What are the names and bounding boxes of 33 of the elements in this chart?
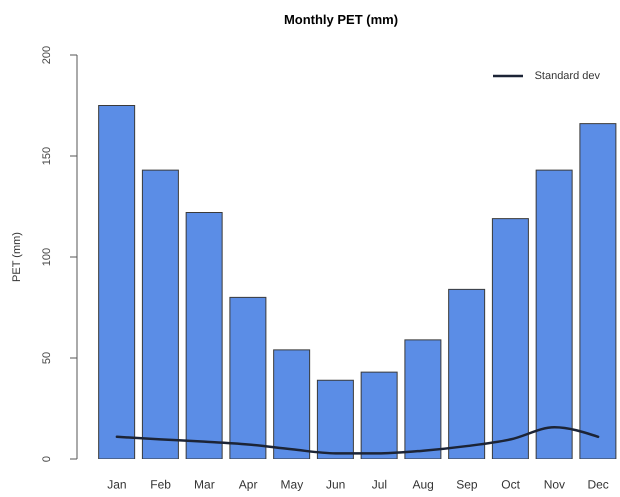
y-tick-label: 50 xyxy=(41,352,53,364)
x-tick-label: Jul xyxy=(372,478,388,492)
bar xyxy=(360,372,398,459)
y-tick-label: 200 xyxy=(41,46,53,64)
x-tick-label: Feb xyxy=(150,478,172,492)
x-tick-label: Aug xyxy=(412,478,434,492)
legend-label: Standard dev xyxy=(534,70,600,82)
bar xyxy=(98,105,136,459)
x-tick-label: Sep xyxy=(456,478,478,492)
x-tick-label: Mar xyxy=(194,478,215,492)
line-series xyxy=(116,426,600,455)
x-tick-label: Nov xyxy=(544,478,566,492)
bar xyxy=(448,288,486,459)
x-tick-label: Dec xyxy=(587,478,609,492)
y-tick-label: 100 xyxy=(41,248,53,266)
bar xyxy=(186,212,223,459)
x-tick-label: Jun xyxy=(326,478,346,492)
y-tick-label: 150 xyxy=(41,146,53,166)
bar xyxy=(492,218,529,459)
x-tick-label: Oct xyxy=(501,478,521,492)
bar xyxy=(536,170,573,459)
x-tick-label: May xyxy=(280,478,304,492)
bar xyxy=(404,339,442,459)
x-tick-label: Apr xyxy=(238,478,258,492)
x-tick-label: Jan xyxy=(107,478,127,492)
bar xyxy=(579,123,616,459)
bar xyxy=(273,349,310,459)
chart-title: Monthly PET (mm) xyxy=(284,12,398,27)
y-tick-label: 0 xyxy=(41,456,53,462)
y-axis-title: PET (mm) xyxy=(11,232,23,282)
bar xyxy=(142,170,179,459)
bar xyxy=(316,380,354,459)
bar xyxy=(229,296,266,459)
